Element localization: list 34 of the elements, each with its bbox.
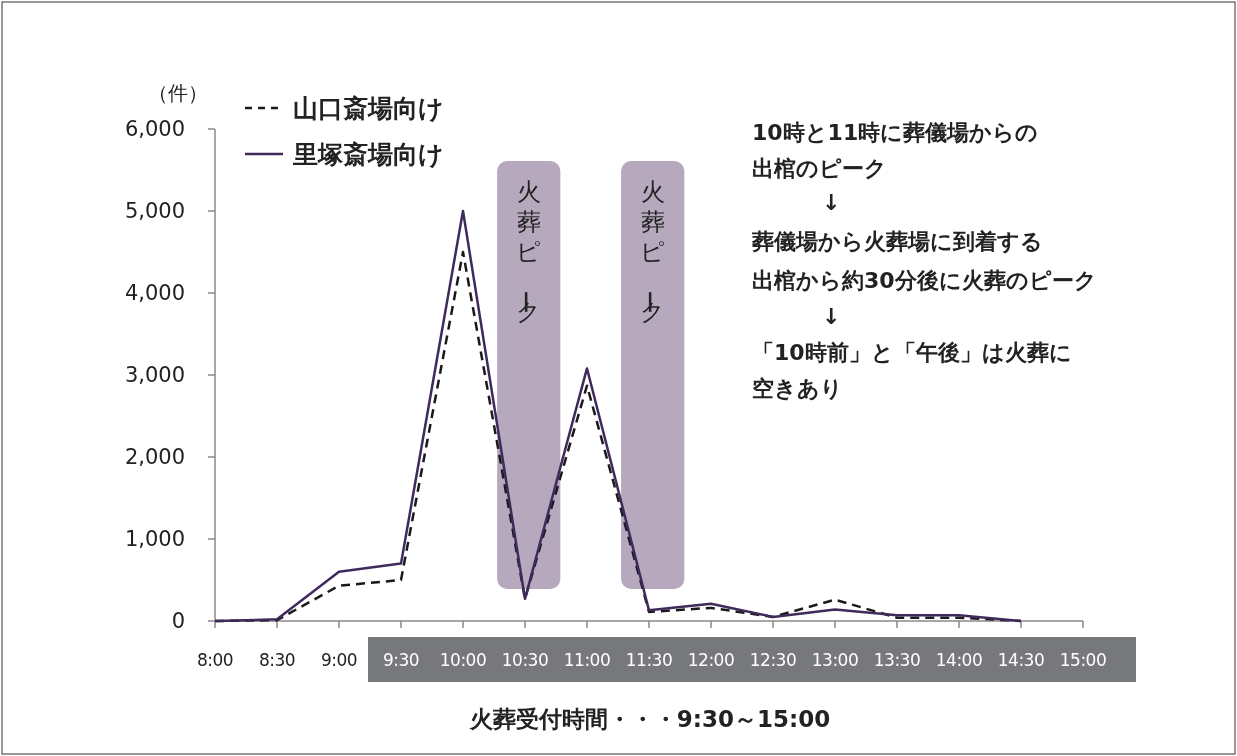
x-tick-label: 8:30 <box>258 650 296 670</box>
x-tick-label: 13:00 <box>811 650 859 670</box>
annotation: 10時と11時に葬儀場からの <box>752 120 1039 145</box>
x-tick-label: 12:00 <box>687 650 735 670</box>
y-tick-label: 0 <box>171 609 185 633</box>
x-tick-label: 13:30 <box>873 650 921 670</box>
x-tick-label: 15:00 <box>1059 650 1107 670</box>
x-tick-label: 14:00 <box>935 650 983 670</box>
legend-label: 里塚斎場向け <box>292 140 444 169</box>
annotation: 葬儀場から火葬場に到着する <box>751 229 1043 254</box>
y-tick-label: 1,000 <box>124 527 185 551</box>
y-tick-label: 6,000 <box>124 117 185 141</box>
annotation: 出棺のピーク <box>752 156 887 181</box>
x-tick-label: 9:00 <box>320 650 358 670</box>
x-tick-label: 11:30 <box>625 650 673 670</box>
x-tick-label: 11:00 <box>563 650 611 670</box>
x-tick-label: 10:30 <box>501 650 549 670</box>
y-tick-label: 3,000 <box>124 363 185 387</box>
legend-label: 山口斎場向け <box>293 94 444 123</box>
y-tick-label: 2,000 <box>124 445 185 469</box>
x-tick-label: 10:00 <box>439 650 487 670</box>
x-tick-label: 8:00 <box>196 650 234 670</box>
y-tick-label: 4,000 <box>124 281 185 305</box>
x-tick-label: 12:30 <box>749 650 797 670</box>
x-tick-label: 14:30 <box>997 650 1045 670</box>
y-tick-label: 5,000 <box>124 199 185 223</box>
annotation: ↓ <box>822 190 841 215</box>
y-axis-title: （件） <box>148 81 208 105</box>
x-tick-label: 9:30 <box>382 650 420 670</box>
annotation: ↓ <box>822 304 841 329</box>
text: 火葬受付時間・・・9:30～15:00 <box>468 706 831 732</box>
annotation: 「10時前」と「午後」は火葬に <box>752 340 1072 365</box>
annotation: 出棺から約30分後に火葬のピーク <box>752 268 1097 293</box>
annotation: 空きあり <box>752 376 843 401</box>
